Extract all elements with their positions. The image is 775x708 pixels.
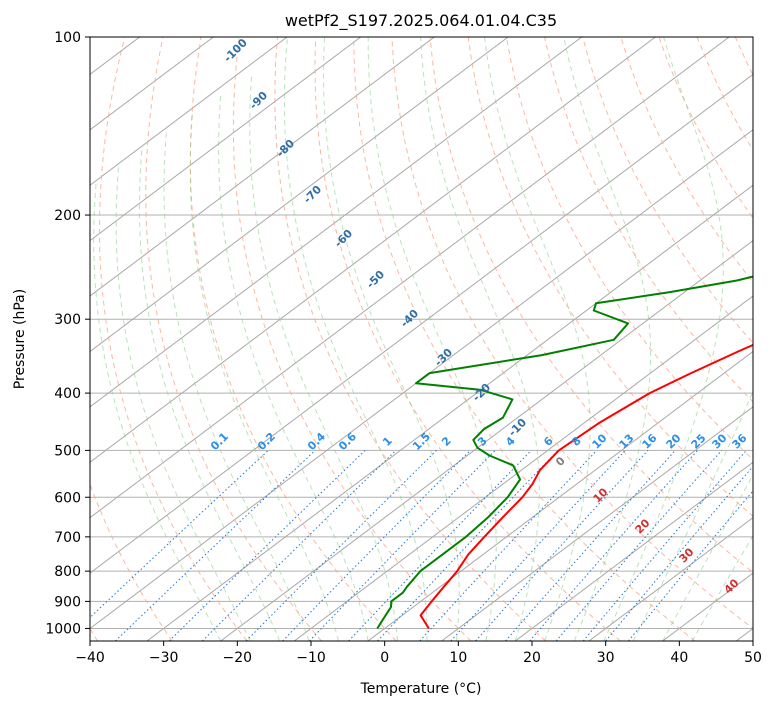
x-tick-label: 50 [744, 650, 762, 666]
moist-adiabat [249, 72, 398, 641]
isotherm-gridline [146, 184, 753, 641]
dry-adiabat [391, 37, 753, 630]
mixing-ratio-line [605, 465, 753, 641]
mixing-ratio-line [419, 450, 598, 641]
isotherm-gridline [220, 239, 753, 641]
moist-adiabat [662, 473, 753, 641]
y-tick-label: 900 [54, 594, 81, 610]
y-axis: 100 200 300 400 500 600 700 800 900 1000 [45, 30, 90, 637]
isotherm-gridline [90, 73, 753, 574]
moist-adiabat [93, 180, 222, 641]
isotherm-gridline [90, 37, 362, 242]
x-tick-label: 40 [670, 650, 688, 666]
profile-lines [376, 275, 753, 630]
x-tick-label: 0 [380, 650, 389, 666]
isotherm-gridline [90, 37, 509, 353]
x-tick-label: 30 [597, 650, 615, 666]
isotherm-gridline [514, 461, 753, 641]
y-tick-label: 400 [54, 386, 81, 402]
plot-frame [89, 36, 754, 642]
dry-adiabat [98, 37, 248, 641]
dewpoint-line [376, 275, 753, 630]
isotherm-gridline [90, 37, 435, 297]
isotherm-gridline [90, 37, 583, 408]
moist-adiabat [603, 37, 724, 641]
isotherm-gridline [367, 350, 753, 641]
moist-adiabat [367, 37, 497, 641]
y-axis-label: Pressure (hPa) [12, 289, 28, 389]
y-tick-label: 1000 [45, 621, 81, 637]
y-tick-label: 700 [54, 530, 81, 546]
mixing-ratio-line [505, 450, 676, 641]
isotherm-gridline [588, 517, 753, 641]
x-tick-label: −20 [223, 650, 253, 666]
mixing-ratio-line [475, 450, 649, 641]
mixing-ratio-line [245, 450, 437, 641]
dry-adiabat [189, 37, 397, 641]
moist-adiabat [283, 37, 428, 641]
mixing-ratio-line [282, 450, 471, 641]
mixing-ratio-line [348, 450, 532, 641]
isotherm-gridline [441, 406, 753, 641]
mixing-ratio-line [115, 450, 316, 641]
temperature-line [419, 343, 753, 630]
moist-adiabat [115, 165, 251, 641]
mixing-ratio-line [628, 490, 753, 641]
moist-adiabat [484, 37, 591, 641]
moist-adiabat [322, 37, 460, 641]
mixing-ratio-line [450, 450, 626, 641]
x-tick-label: −10 [296, 650, 326, 666]
y-tick-label: 800 [54, 564, 81, 580]
background-lines [90, 37, 753, 641]
x-tick-label: −40 [75, 650, 105, 666]
moist-adiabat [691, 534, 753, 641]
y-tick-label: 100 [54, 30, 81, 46]
dry-adiabat [314, 37, 621, 641]
x-tick-label: 20 [523, 650, 541, 666]
moist-adiabat [139, 149, 281, 641]
x-tick-label: −30 [149, 650, 179, 666]
isotherm-gridline [293, 295, 753, 641]
moist-adiabat [163, 132, 310, 641]
mixing-ratio-line [309, 450, 496, 641]
mixing-ratio-line [201, 450, 397, 641]
moist-adiabat [563, 37, 652, 641]
dry-adiabat [467, 37, 753, 517]
isotherm-gridline [90, 37, 288, 186]
isotherm-gridline [90, 37, 656, 463]
dry-adiabat [429, 37, 753, 574]
x-axis-label: Temperature (°C) [360, 681, 482, 697]
dry-adiabat [274, 37, 547, 641]
x-axis: −40 −30 −20 −10 0 10 20 30 40 50 [75, 641, 762, 666]
y-tick-label: 500 [54, 443, 81, 459]
y-tick-label: 200 [54, 208, 81, 224]
y-tick-label: 600 [54, 490, 81, 506]
moist-adiabat [632, 390, 753, 641]
mixing-ratio-line [377, 450, 559, 641]
moist-adiabat [420, 37, 540, 641]
dry-adiabat [232, 37, 472, 641]
x-tick-label: 10 [449, 650, 467, 666]
y-tick-label: 300 [54, 312, 81, 328]
chart-title: wetPf2_S197.2025.064.01.04.C35 [285, 11, 557, 31]
isotherm-gridline [90, 37, 730, 519]
isotherm-gridline [90, 129, 753, 630]
dry-adiabat [90, 482, 173, 641]
